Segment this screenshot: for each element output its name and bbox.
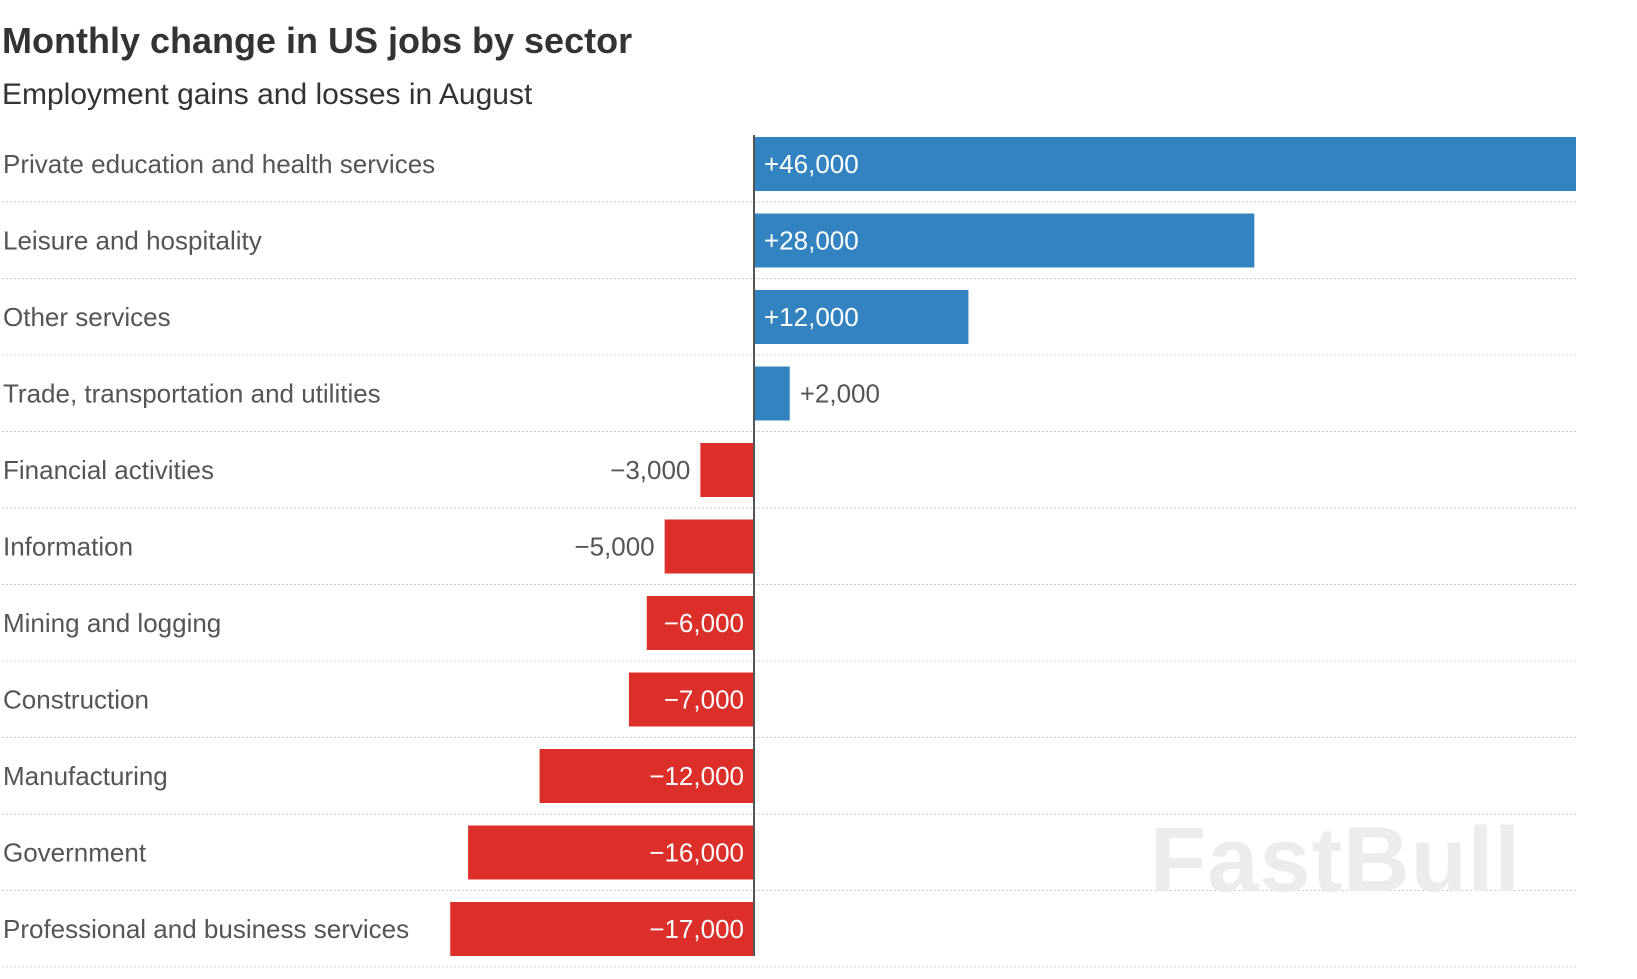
- category-label: Construction: [3, 685, 149, 715]
- bar: [664, 519, 754, 574]
- data-label: −17,000: [649, 914, 744, 944]
- data-label: −7,000: [664, 685, 744, 715]
- bar: [700, 443, 754, 497]
- category-label: Government: [3, 838, 147, 868]
- bar: [754, 213, 1255, 268]
- bar: [754, 290, 969, 344]
- bar: [468, 825, 754, 880]
- category-label: Professional and business services: [3, 914, 409, 944]
- watermark-logo: FastBull: [1150, 809, 1521, 911]
- bar: [646, 596, 754, 650]
- bar: [450, 902, 754, 956]
- data-label: −16,000: [649, 838, 744, 868]
- data-label: +12,000: [764, 302, 859, 332]
- category-label: Trade, transportation and utilities: [3, 379, 381, 409]
- data-label: −12,000: [649, 761, 744, 791]
- category-label: Other services: [3, 302, 171, 332]
- data-label: −3,000: [610, 455, 690, 485]
- data-label: +46,000: [764, 149, 859, 179]
- category-label: Mining and logging: [3, 608, 221, 638]
- category-label: Manufacturing: [3, 761, 168, 791]
- category-label: Financial activities: [3, 455, 214, 485]
- category-label: Leisure and hospitality: [3, 226, 262, 256]
- chart-subtitle: Employment gains and losses in August: [2, 78, 533, 111]
- bar: [628, 672, 754, 727]
- category-label: Private education and health services: [3, 149, 435, 179]
- chart-title: Monthly change in US jobs by sector: [2, 20, 633, 61]
- bar: [539, 749, 754, 803]
- data-label: +28,000: [764, 226, 859, 256]
- category-label: Information: [3, 532, 133, 562]
- bar: [754, 137, 1576, 191]
- data-label: −5,000: [574, 532, 654, 562]
- bar: [754, 366, 790, 421]
- data-label: −6,000: [664, 608, 744, 638]
- data-label: +2,000: [800, 379, 880, 409]
